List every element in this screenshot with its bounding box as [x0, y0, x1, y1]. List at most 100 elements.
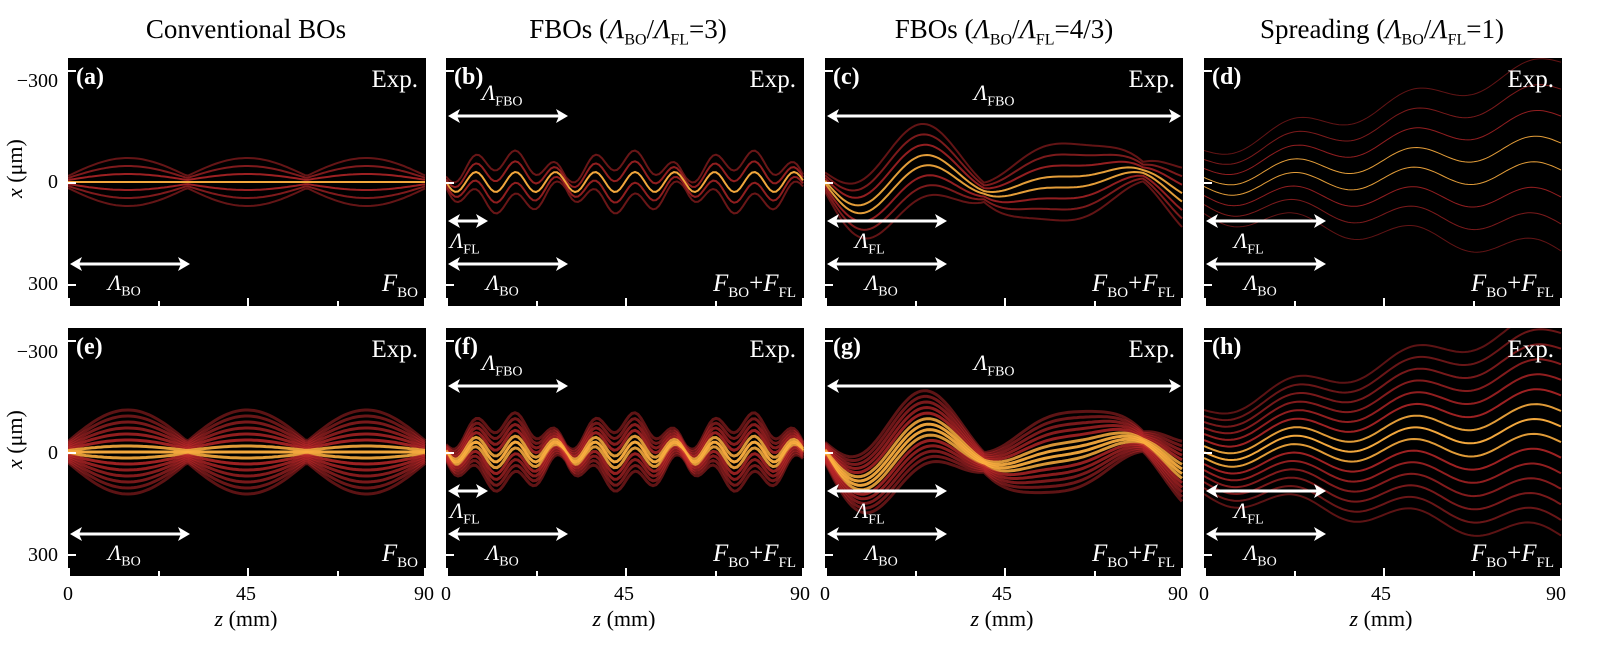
bo-period-arrow	[448, 257, 568, 271]
panel-g: (g) Exp. ΛFBO ΛFL ΛBO FBO+FFL	[825, 328, 1183, 576]
y-tick-mark	[68, 70, 76, 72]
panel-label: (a)	[76, 64, 104, 90]
force-label: FBO+FFL	[1470, 540, 1554, 571]
x-tick-mark	[1004, 298, 1006, 306]
fl-period-label: ΛFL	[450, 498, 480, 528]
panel-h: (h) Exp. ΛFL ΛBO FBO+FFL	[1204, 328, 1562, 576]
beam-trace	[446, 170, 804, 194]
y-tick-mark	[446, 340, 454, 342]
beam-trace	[68, 459, 426, 490]
beam-trace	[825, 389, 1183, 459]
beam-intensity-plot	[446, 149, 804, 215]
beam-trace	[1204, 493, 1562, 537]
x-tick-label: 90	[1168, 583, 1188, 605]
x-minor-tick-mark	[1472, 301, 1475, 306]
x-tick-mark	[68, 568, 70, 576]
beam-trace	[1204, 328, 1562, 422]
beam-trace	[1204, 198, 1562, 231]
x-tick-mark	[1560, 568, 1562, 576]
beam-trace	[825, 400, 1183, 467]
beam-trace	[825, 448, 1183, 510]
y-tick-label: 0	[48, 442, 58, 464]
x-tick-label: 90	[1546, 583, 1566, 605]
fbo-period-arrow	[827, 379, 1181, 393]
beam-trace	[446, 160, 804, 189]
x-tick-label: 90	[790, 583, 810, 605]
x-tick-mark	[446, 298, 448, 306]
beam-trace	[825, 444, 1183, 501]
y-tick-mark	[1204, 340, 1212, 342]
y-tick-mark	[1204, 182, 1212, 184]
force-label: FBO+FFL	[712, 270, 796, 301]
column-title-4: Spreading (ΛBO/ΛFL=1)	[1260, 14, 1504, 49]
x-tick-label: 0	[63, 583, 73, 605]
beam-intensity-plot	[825, 123, 1183, 240]
beam-trace	[68, 173, 426, 181]
experiment-tag: Exp.	[371, 66, 418, 93]
fbo-period-label: ΛFBO	[482, 350, 523, 380]
x-tick-mark	[802, 568, 804, 576]
beam-trace	[825, 180, 1183, 240]
beam-trace	[1204, 373, 1562, 441]
x-minor-tick-mark	[535, 301, 538, 306]
panel-e: (e) Exp. ΛBO FBO	[68, 328, 426, 576]
column-title-2: FBOs (ΛBO/ΛFL=3)	[529, 14, 727, 49]
beam-trace	[825, 153, 1183, 207]
y-tick-mark	[446, 182, 454, 184]
bo-period-label: ΛBO	[1244, 540, 1277, 570]
experiment-tag: Exp.	[371, 336, 418, 363]
y-tick-mark	[825, 340, 833, 342]
x-minor-tick-mark	[336, 301, 339, 306]
x-minor-tick-mark	[914, 301, 917, 306]
y-tick-mark	[446, 452, 454, 454]
y-tick-mark	[68, 340, 76, 342]
y-tick-mark	[825, 70, 833, 72]
beam-trace	[446, 443, 804, 470]
beam-trace	[68, 414, 426, 445]
beam-intensity-plot	[1204, 328, 1562, 537]
beam-trace	[446, 428, 804, 459]
fl-period-label: ΛFL	[450, 228, 480, 258]
beam-trace	[68, 453, 426, 466]
beam-trace	[446, 180, 804, 215]
beam-trace	[446, 440, 804, 464]
beam-trace	[68, 452, 426, 460]
beam-trace	[68, 165, 426, 179]
y-tick-mark	[1204, 70, 1212, 72]
beam-trace	[446, 445, 804, 476]
bo-period-label: ΛBO	[108, 270, 141, 300]
beam-trace	[68, 455, 426, 472]
experiment-tag: Exp.	[1507, 66, 1554, 93]
bo-period-arrow	[1206, 257, 1326, 271]
beam-trace	[825, 164, 1183, 215]
bo-period-arrow	[1206, 527, 1326, 541]
y-tick-label: −300	[16, 70, 58, 92]
bo-period-label: ΛBO	[1244, 270, 1277, 300]
fl-period-arrow	[827, 214, 947, 228]
x-tick-mark	[1181, 568, 1183, 576]
panel-c: (c) Exp. ΛFBO ΛFL ΛBO FBO+FFL	[825, 58, 1183, 306]
force-label: FBO+FFL	[1091, 540, 1175, 571]
x-tick-label: 45	[1371, 583, 1391, 605]
beam-trace	[68, 157, 426, 177]
beam-trace	[446, 416, 804, 454]
beam-trace	[825, 143, 1183, 199]
bo-period-arrow	[448, 527, 568, 541]
x-tick-mark	[68, 298, 70, 306]
y-tick-mark	[825, 452, 833, 454]
beam-trace	[446, 448, 804, 482]
x-tick-mark	[247, 568, 249, 576]
beam-trace	[1204, 328, 1511, 415]
y-tick-mark	[1204, 554, 1212, 556]
x-axis-label: z (mm)	[1349, 606, 1413, 631]
column-title-3: FBOs (ΛBO/ΛFL=4/3)	[894, 14, 1114, 49]
beam-intensity-plot	[825, 389, 1183, 515]
x-minor-tick-mark	[914, 571, 917, 576]
y-tick-mark	[446, 70, 454, 72]
beam-trace	[1204, 84, 1562, 165]
x-tick-mark	[625, 298, 627, 306]
beam-trace	[68, 185, 426, 199]
beam-trace	[825, 394, 1183, 462]
beam-trace	[825, 133, 1183, 192]
y-tick-label: 300	[28, 544, 58, 566]
